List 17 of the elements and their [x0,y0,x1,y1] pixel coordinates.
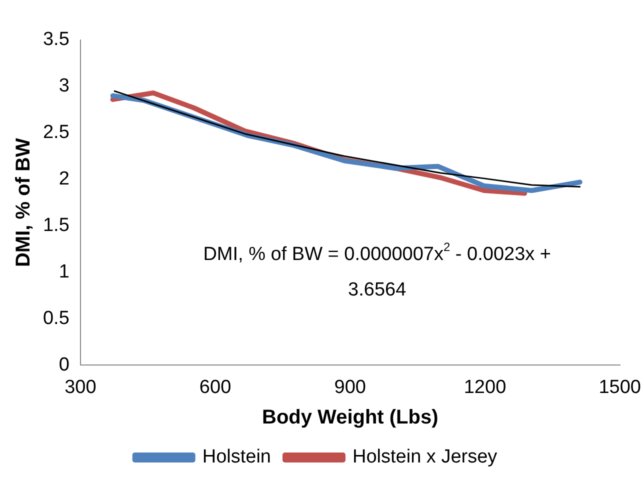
legend-label: Holstein x Jersey [352,446,498,468]
y-tick-label: 1.5 [42,215,70,236]
y-tick-label: 0.5 [42,308,70,329]
x-tick-label: 300 [64,376,96,398]
x-tick-label: 600 [199,376,232,398]
y-axis-title: DMI, % of BW [12,138,35,268]
legend-label: Holstein [202,446,272,468]
x-tick-label: 900 [334,376,366,398]
x-axis-title: Body Weight (Lbs) [262,406,438,429]
y-tick-label: 2.5 [42,122,70,144]
y-tick-label: 3 [58,76,70,97]
y-tick-label: 3.5 [42,29,70,50]
x-tick-label: 1200 [464,376,506,398]
y-tick-label: 2 [58,168,70,190]
x-tick-label: 1500 [598,376,642,398]
y-tick-label: 0 [58,354,70,376]
y-tick-label: 1 [58,262,70,283]
